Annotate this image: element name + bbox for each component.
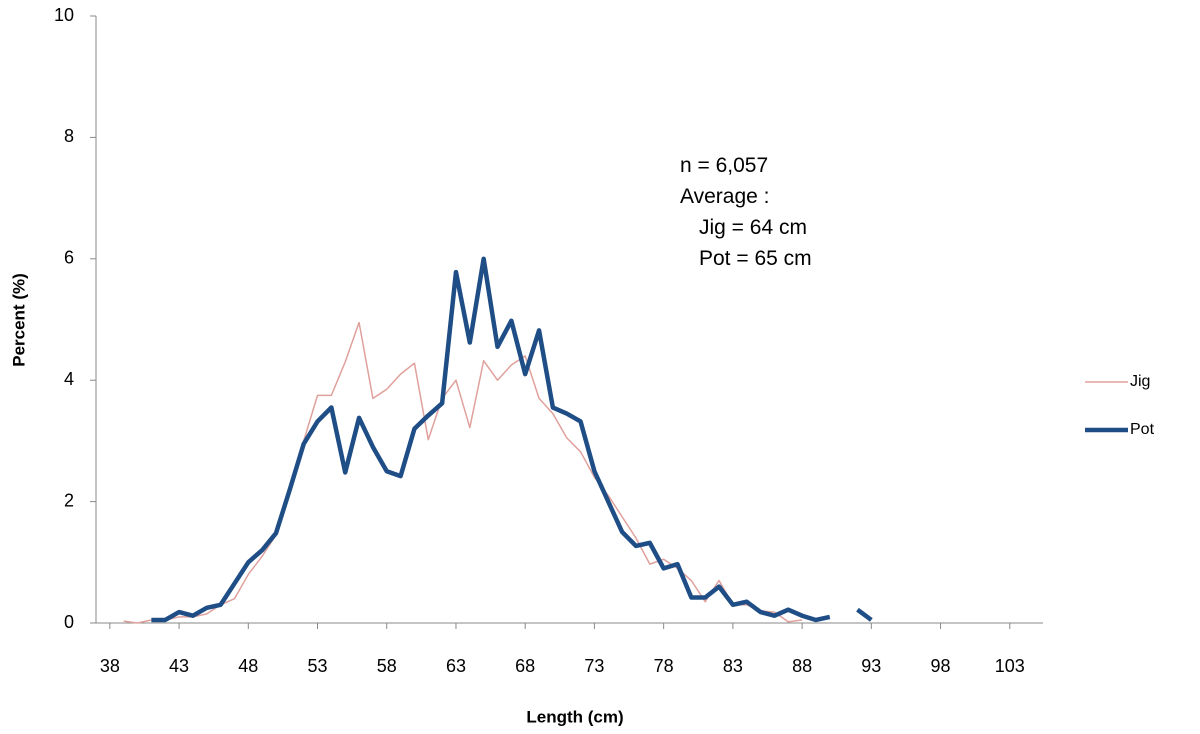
x-tick-label: 53 xyxy=(308,656,328,676)
series-line xyxy=(123,321,803,624)
y-axis-title: Percent (%) xyxy=(9,273,28,367)
annotation: n = 6,057 xyxy=(680,154,768,177)
y-tick-label: 0 xyxy=(64,612,74,632)
y-tick-label: 2 xyxy=(64,490,74,510)
series-line xyxy=(151,256,873,623)
x-tick-label: 98 xyxy=(931,656,951,676)
y-tick-label: 6 xyxy=(64,248,74,268)
x-axis-title: Length (cm) xyxy=(526,707,623,726)
x-tick-label: 48 xyxy=(238,656,258,676)
annotation: Pot = 65 cm xyxy=(699,247,812,270)
x-tick-label: 68 xyxy=(515,656,535,676)
y-tick-label: 8 xyxy=(64,126,74,146)
x-tick-label: 38 xyxy=(100,656,120,676)
legend-label: Pot xyxy=(1130,421,1155,438)
x-tick-label: 73 xyxy=(584,656,604,676)
y-tick-label: 4 xyxy=(64,369,74,389)
x-tick-label: 93 xyxy=(861,656,881,676)
x-tick-label: 83 xyxy=(723,656,743,676)
y-tick-label: 10 xyxy=(54,5,74,25)
x-tick-label: 88 xyxy=(792,656,812,676)
x-tick-label: 43 xyxy=(169,656,189,676)
x-tick-label: 58 xyxy=(377,656,397,676)
annotation: Jig = 64 cm xyxy=(699,216,807,239)
legend-label: Jig xyxy=(1130,373,1150,390)
annotation: Average : xyxy=(680,185,770,208)
x-tick-label: 63 xyxy=(446,656,466,676)
x-tick-label: 78 xyxy=(654,656,674,676)
x-tick-label: 103 xyxy=(995,656,1025,676)
